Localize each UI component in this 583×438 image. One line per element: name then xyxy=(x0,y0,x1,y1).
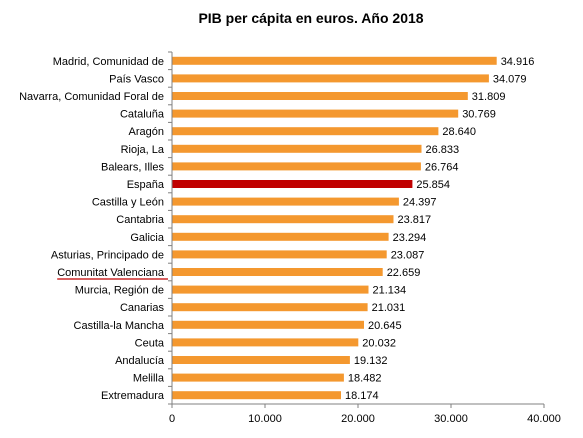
value-label-canarias: 21.031 xyxy=(372,302,406,314)
bar-galicia xyxy=(172,232,389,241)
axes: 0 10.000 20.000 30.000 40.000 xyxy=(168,51,561,425)
bar-ceuta xyxy=(172,338,359,347)
bar-cataluna xyxy=(172,109,459,118)
value-label-madrid-comunidad-de: 34.916 xyxy=(501,56,535,68)
value-label-extremadura: 18.174 xyxy=(345,390,379,402)
value-label-espana: 25.854 xyxy=(416,179,450,191)
category-label-aragon: Aragón xyxy=(129,126,164,138)
value-label-aragon: 28.640 xyxy=(442,126,476,138)
x-tick-label: 10.000 xyxy=(248,413,282,425)
value-label-murcia-region-de: 21.134 xyxy=(373,285,407,297)
bar-navarra-comunidad-foral-de xyxy=(172,92,468,100)
value-label-comunitat-valenciana: 22.659 xyxy=(387,267,421,279)
category-label-murcia-region-de: Murcia, Región de xyxy=(75,285,164,297)
bar-rioja-la xyxy=(172,144,422,153)
chart-title: PIB per cápita en euros. Año 2018 xyxy=(198,10,423,26)
bar-aragon xyxy=(172,127,439,136)
value-label-ceuta: 20.032 xyxy=(362,337,396,349)
category-label-andalucia: Andalucía xyxy=(115,355,165,367)
value-label-castilla-y-leon: 24.397 xyxy=(403,197,437,209)
bar-murcia-region-de xyxy=(172,285,369,294)
bar-extremadura xyxy=(172,391,341,400)
value-label-balears-illes: 26.764 xyxy=(425,161,459,173)
category-label-castilla-la-mancha: Castilla-la Mancha xyxy=(74,320,165,332)
category-label-extremadura: Extremadura xyxy=(101,390,165,402)
x-tick-label: 0 xyxy=(169,413,175,425)
bar-canarias xyxy=(172,303,368,312)
value-label-melilla: 18.482 xyxy=(348,373,382,385)
value-label-galicia: 23.294 xyxy=(393,232,427,244)
value-label-andalucia: 19.132 xyxy=(354,355,388,367)
bar-melilla xyxy=(172,373,344,382)
category-label-pais-vasco: País Vasco xyxy=(109,73,164,85)
bar-comunitat-valenciana xyxy=(172,268,383,276)
value-label-pais-vasco: 34.079 xyxy=(493,73,527,85)
value-label-asturias-principado-de: 23.087 xyxy=(391,249,425,261)
category-label-castilla-y-leon: Castilla y León xyxy=(92,197,164,209)
category-label-asturias-principado-de: Asturias, Principado de xyxy=(51,249,164,261)
category-label-cataluna: Cataluña xyxy=(120,109,165,121)
bar-espana xyxy=(172,180,413,188)
bars-layer: Madrid, Comunidad de 34.916 País Vasco 34.0… xyxy=(19,56,534,402)
value-label-cantabria: 23.817 xyxy=(398,214,432,226)
category-label-cantabria: Cantabria xyxy=(116,214,165,226)
category-label-galicia: Galicia xyxy=(130,232,165,244)
bar-madrid-comunidad-de xyxy=(172,56,497,65)
x-tick-label: 20.000 xyxy=(341,413,375,425)
category-label-canarias: Canarias xyxy=(120,302,165,314)
bar-andalucia xyxy=(172,356,350,364)
value-label-castilla-la-mancha: 20.645 xyxy=(368,320,402,332)
category-label-navarra-comunidad-foral-de: Navarra, Comunidad Foral de xyxy=(19,91,164,103)
x-tick-label: 40.000 xyxy=(527,413,561,425)
value-label-rioja-la: 26.833 xyxy=(426,144,460,156)
category-label-balears-illes: Balears, Illes xyxy=(101,161,164,173)
bar-castilla-la-mancha xyxy=(172,320,364,329)
bar-asturias-principado-de xyxy=(172,250,387,259)
category-label-madrid-comunidad-de: Madrid, Comunidad de xyxy=(53,56,164,68)
x-tick-label: 30.000 xyxy=(434,413,468,425)
bar-castilla-y-leon xyxy=(172,197,399,206)
value-label-navarra-comunidad-foral-de: 31.809 xyxy=(472,91,506,103)
category-label-ceuta: Ceuta xyxy=(135,337,165,349)
bar-pais-vasco xyxy=(172,74,489,83)
bar-balears-illes xyxy=(172,162,421,171)
value-label-cataluna: 30.769 xyxy=(462,109,496,121)
bar-cantabria xyxy=(172,215,394,224)
category-label-espana: España xyxy=(127,179,165,191)
category-label-melilla: Melilla xyxy=(133,373,165,385)
category-label-comunitat-valenciana: Comunitat Valenciana xyxy=(57,267,165,279)
category-label-rioja-la: Rioja, La xyxy=(121,144,165,156)
